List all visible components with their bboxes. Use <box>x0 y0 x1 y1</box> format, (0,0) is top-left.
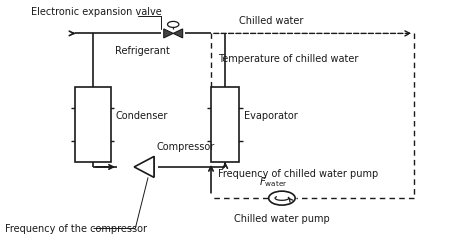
Text: Compressor: Compressor <box>156 142 215 152</box>
Text: Chilled water pump: Chilled water pump <box>234 213 330 223</box>
Text: Chilled water: Chilled water <box>239 16 304 26</box>
Circle shape <box>167 22 179 28</box>
Polygon shape <box>164 30 173 39</box>
Text: Frequency of chilled water pump: Frequency of chilled water pump <box>218 168 378 178</box>
Text: Refrigerant: Refrigerant <box>115 46 170 56</box>
Text: Electronic expansion valve: Electronic expansion valve <box>31 7 162 17</box>
Text: Frequency of the compressor: Frequency of the compressor <box>5 223 147 233</box>
Circle shape <box>269 192 295 205</box>
Text: Condenser: Condenser <box>115 110 168 120</box>
Text: Temperature of chilled water: Temperature of chilled water <box>218 54 358 64</box>
Bar <box>211 88 239 162</box>
Bar <box>75 88 110 162</box>
Polygon shape <box>134 157 154 178</box>
Text: Evaporator: Evaporator <box>244 110 298 120</box>
Polygon shape <box>173 30 182 39</box>
Text: $F_{\mathrm{water}}$: $F_{\mathrm{water}}$ <box>259 174 288 188</box>
